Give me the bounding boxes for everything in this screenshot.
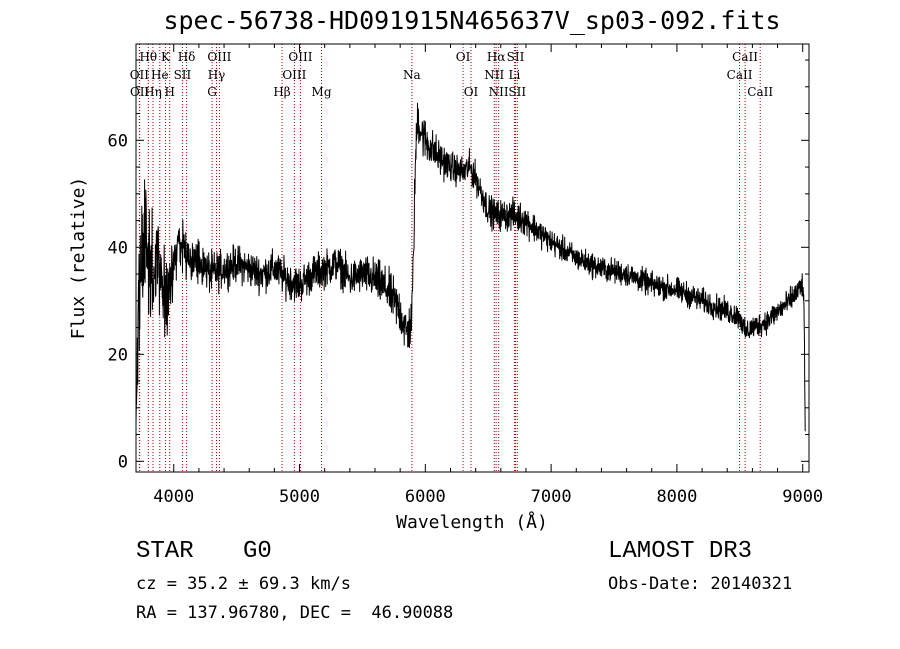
line-label-na-16: Na <box>403 68 421 82</box>
line-label-g-11: G <box>207 85 217 99</box>
axis-ticks <box>136 44 809 472</box>
x-tick-label: 9000 <box>782 487 823 507</box>
line-label-oi-18: OI <box>464 85 479 99</box>
line-label-hη-3: Hη <box>144 85 162 99</box>
line-label-oiii-14: OIII <box>282 68 306 82</box>
line-label-caii-26: CaII <box>727 68 753 82</box>
line-label-k-5: K <box>161 50 171 64</box>
line-label-hγ-10: Hγ <box>208 68 226 82</box>
line-label-mg-15: Mg <box>312 85 332 99</box>
y-tick-label: 60 <box>108 131 128 151</box>
line-label-hδ-8: Hδ <box>178 50 196 64</box>
line-label-sii-22: SII <box>507 50 525 64</box>
object-class: STAR <box>136 538 194 565</box>
x-tick-label: 6000 <box>405 487 446 507</box>
line-label-li-23: Li <box>508 68 520 82</box>
line-label-nii-20: NII <box>484 68 504 82</box>
y-tick-label: 0 <box>118 452 128 472</box>
line-label-nii-21: NII <box>489 85 509 99</box>
line-label-he-4: He <box>151 68 169 82</box>
line-label-caii-27: CaII <box>747 85 773 99</box>
line-label-oiii-9: OIII <box>207 50 231 64</box>
line-label-hθ-0: Hθ <box>139 50 157 64</box>
tick-labels: 4000 5000 6000 7000 8000 9000 0 20 40 60 <box>108 131 824 507</box>
line-label-hβ-12: Hβ <box>273 85 290 99</box>
x-tick-label: 8000 <box>656 487 697 507</box>
line-label-oii-2: OII <box>130 85 150 99</box>
survey-name: LAMOST DR3 <box>608 538 753 565</box>
chart-title: spec-56738-HD091915N465637V_sp03-092.fit… <box>163 6 781 35</box>
y-axis-label: Flux (relative) <box>68 177 89 340</box>
spectrum-layer <box>135 102 806 432</box>
y-tick-label: 20 <box>108 345 128 365</box>
y-tick-label: 40 <box>108 238 128 258</box>
spectrum-line <box>135 102 806 432</box>
line-label-sii-7: SII <box>174 68 192 82</box>
line-label-hα-19: Hα <box>487 50 506 64</box>
line-label-oi-17: OI <box>456 50 471 64</box>
x-tick-label: 7000 <box>531 487 572 507</box>
plot-frame <box>135 43 810 473</box>
ra-dec-coordinates: RA = 137.96780, DEC = 46.90088 <box>136 603 454 623</box>
observation-date: Obs-Date: 20140321 <box>608 574 793 594</box>
line-label-caii-25: CaII <box>732 50 758 64</box>
x-tick-label: 4000 <box>153 487 194 507</box>
line-label-oiii-13: OIII <box>288 50 312 64</box>
x-axis-label: Wavelength (Å) <box>396 511 548 533</box>
line-label-oii-1: OII <box>130 68 150 82</box>
x-tick-label: 5000 <box>279 487 320 507</box>
spectral-line-markers <box>138 44 761 472</box>
redshift-cz: cz = 35.2 ± 69.3 km/s <box>136 574 351 594</box>
object-subclass: G0 <box>243 538 272 565</box>
line-label-sii-24: SII <box>508 85 526 99</box>
line-label-h-6: H <box>164 85 174 99</box>
